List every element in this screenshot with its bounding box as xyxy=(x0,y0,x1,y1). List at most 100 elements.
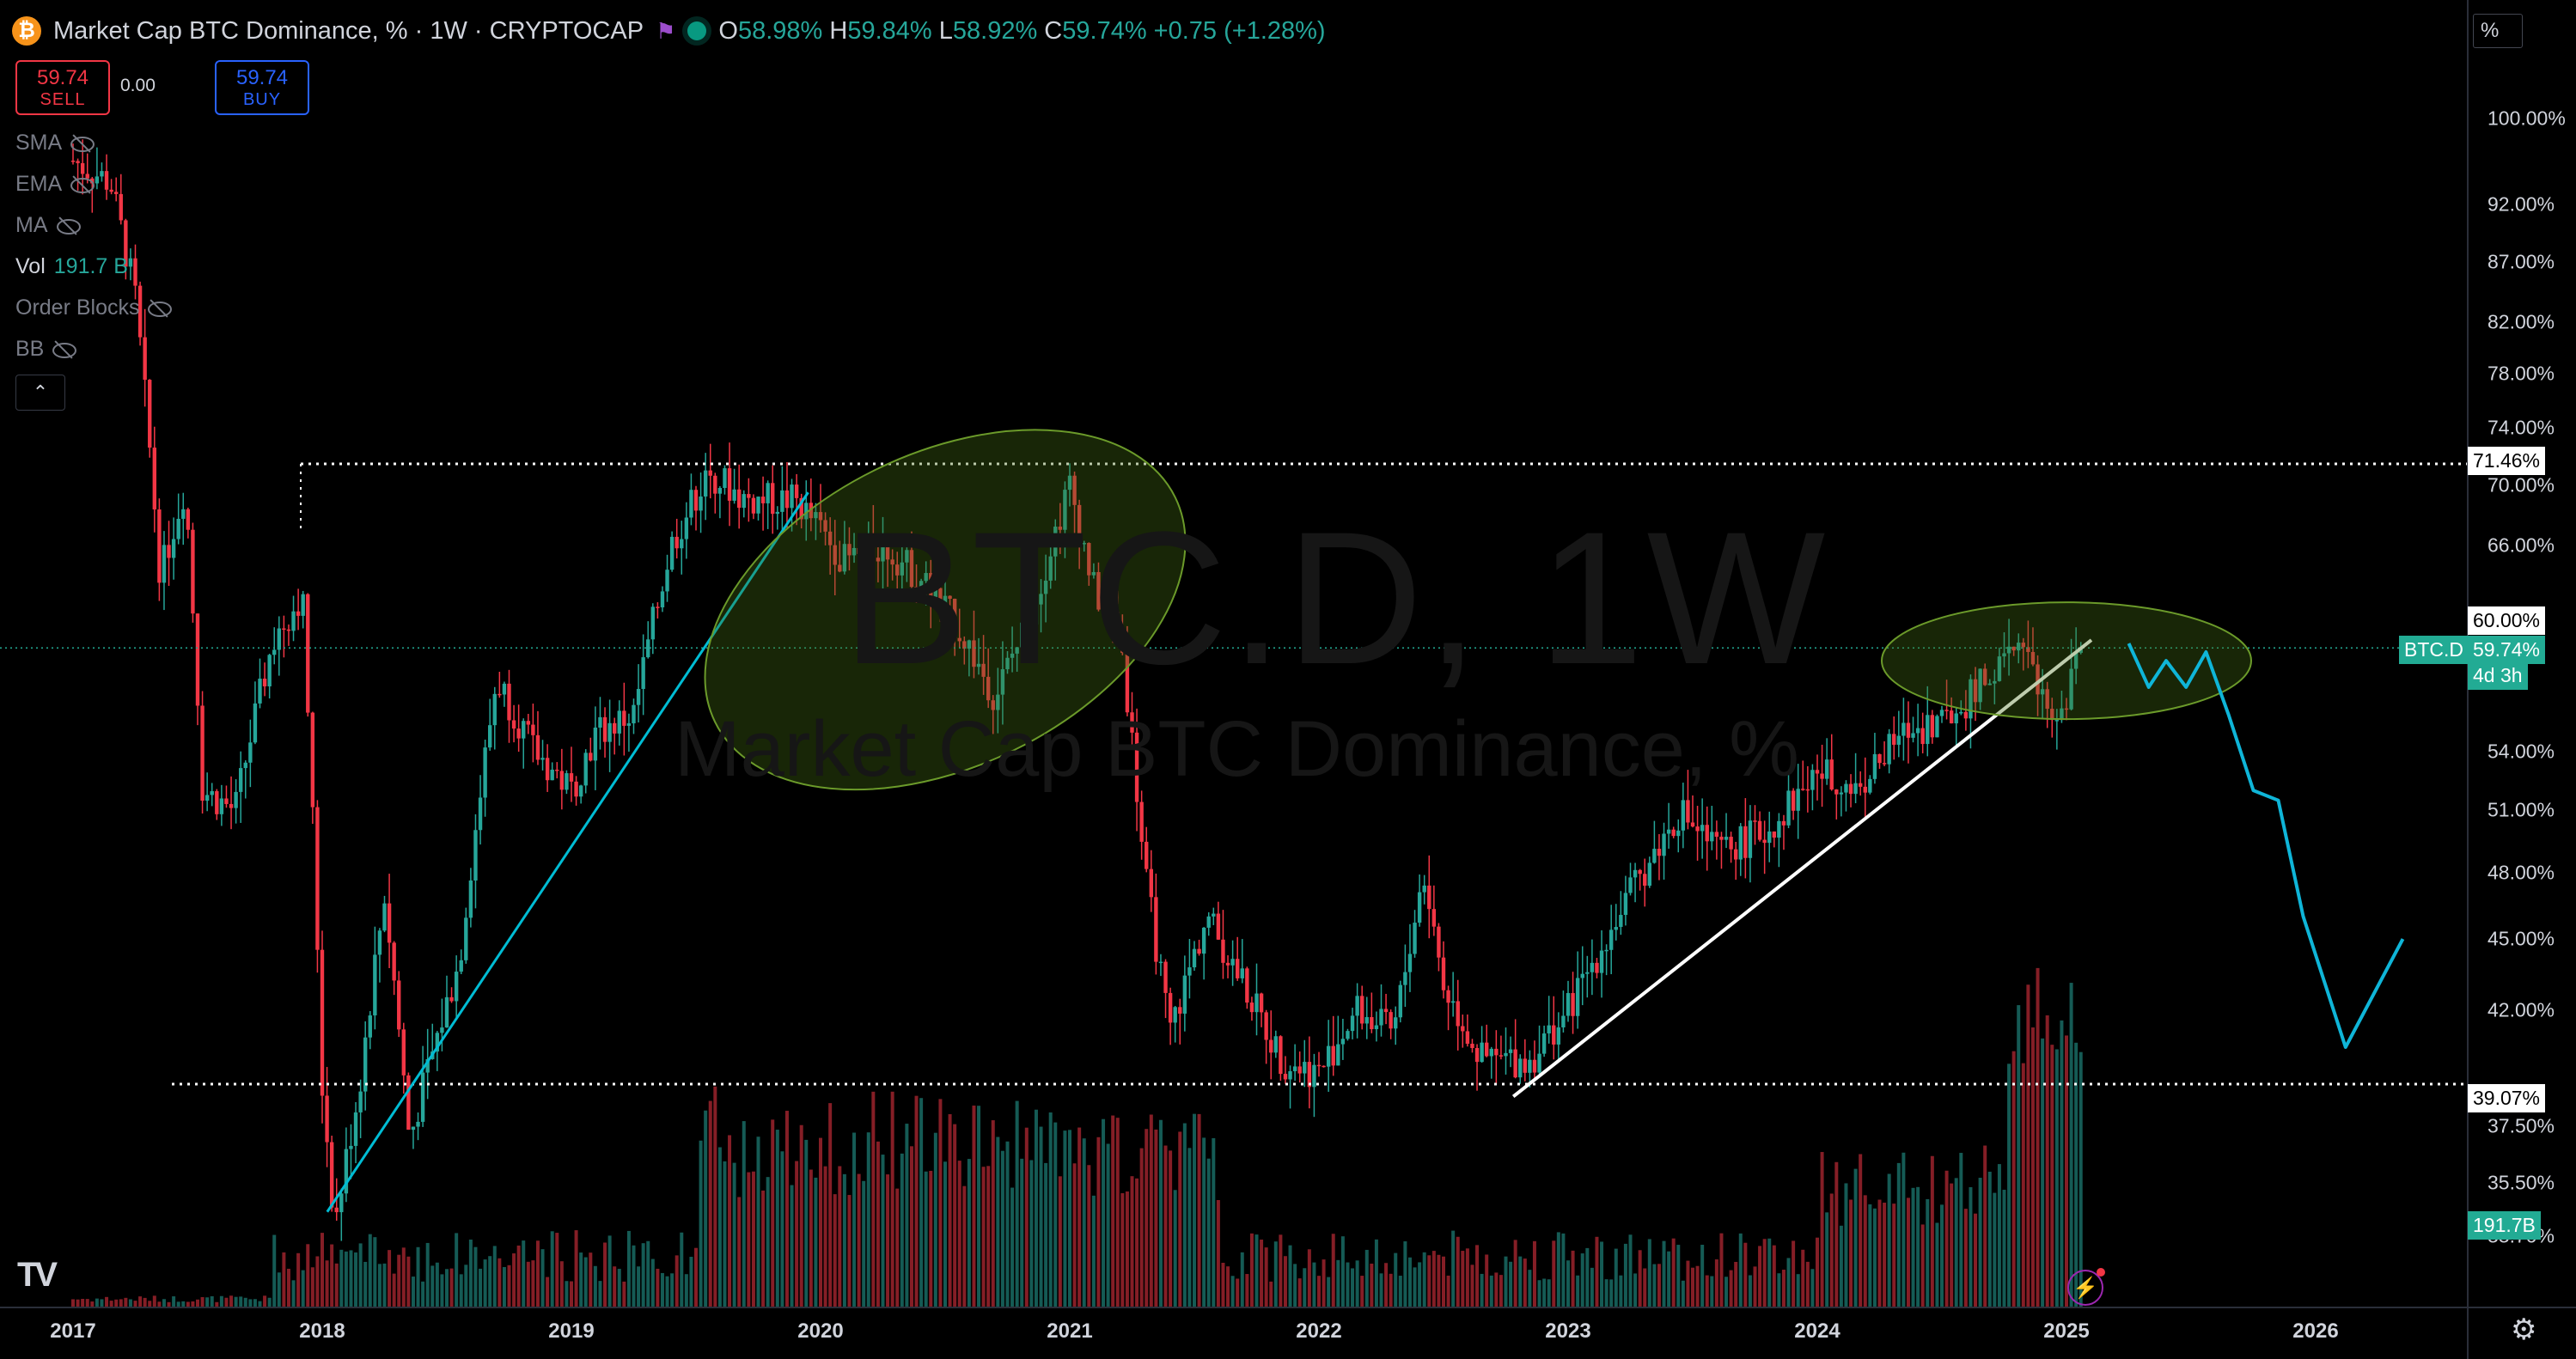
y-tick-label: 100.00% xyxy=(2487,107,2566,130)
x-tick-label: 2025 xyxy=(2043,1319,2090,1343)
candle-body xyxy=(95,176,100,184)
buy-button[interactable]: 59.74 BUY xyxy=(215,60,309,115)
volume-bar xyxy=(1249,1233,1254,1307)
volume-bar xyxy=(1442,1256,1445,1307)
volume-bar xyxy=(1197,1113,1201,1307)
y-tick-label: 35.50% xyxy=(2487,1171,2555,1194)
indicator-sma[interactable]: SMA xyxy=(15,131,95,155)
volume-bar xyxy=(1206,1158,1211,1307)
volume-bar xyxy=(771,1119,775,1307)
volume-bar xyxy=(459,1274,463,1307)
volume-bar xyxy=(1556,1232,1560,1307)
candle-body xyxy=(1413,923,1417,954)
candle-body xyxy=(1743,826,1748,858)
candle-body xyxy=(1532,1059,1537,1073)
eye-off-icon[interactable] xyxy=(52,341,77,358)
candle-body xyxy=(1024,622,1029,637)
lightning-icon[interactable]: ⚡ xyxy=(2067,1268,2105,1306)
volume-bar xyxy=(473,1246,478,1307)
candle-body xyxy=(229,803,234,808)
candle-body xyxy=(1724,837,1729,840)
candle-body xyxy=(1805,789,1810,791)
candle-body xyxy=(905,550,909,563)
candle-body xyxy=(632,704,636,723)
collapse-indicators-button[interactable]: ⌃ xyxy=(15,375,65,411)
volume-bar xyxy=(406,1256,411,1307)
candle-body xyxy=(1915,728,1920,734)
flag-icon[interactable]: ⚑ xyxy=(656,17,676,44)
volume-bar xyxy=(1053,1122,1058,1307)
chart-title[interactable]: Market Cap BTC Dominance, % · 1W · CRYPT… xyxy=(53,16,644,45)
volume-bar xyxy=(790,1185,794,1307)
eye-off-icon[interactable] xyxy=(56,217,81,235)
sell-button[interactable]: 59.74 SELL xyxy=(15,60,110,115)
candle-body xyxy=(1608,929,1614,950)
candle-body xyxy=(1590,962,1595,972)
indicator-vol[interactable]: Vol 191.7 B xyxy=(15,254,128,278)
candle-body xyxy=(660,591,665,608)
indicator-bb[interactable]: BB xyxy=(15,337,77,362)
volume-bar xyxy=(905,1124,909,1307)
candle-body xyxy=(1753,820,1757,822)
volume-bar xyxy=(440,1274,444,1307)
volume-bar xyxy=(1523,1258,1527,1307)
volume-bar xyxy=(1930,1155,1934,1307)
tradingview-logo[interactable]: TV xyxy=(17,1256,58,1294)
candle-body xyxy=(487,725,492,748)
candle-body xyxy=(598,716,602,728)
volume-bar xyxy=(1240,1252,1244,1307)
candle-body xyxy=(1067,475,1072,491)
candle-body xyxy=(334,1207,339,1213)
eye-off-icon[interactable] xyxy=(70,135,95,152)
gear-icon[interactable]: ⚙ xyxy=(2511,1313,2537,1346)
eye-off-icon[interactable] xyxy=(148,300,173,317)
volume-bar xyxy=(1370,1263,1374,1307)
volume-bar xyxy=(1221,1262,1225,1307)
volume-bar xyxy=(689,1257,693,1307)
volume-bar xyxy=(119,1299,123,1307)
candle-body xyxy=(703,470,708,497)
volume-bar xyxy=(1671,1238,1676,1307)
eye-off-icon[interactable] xyxy=(70,176,95,193)
volume-bar xyxy=(546,1277,550,1307)
candle-body xyxy=(1863,786,1867,793)
candle-body xyxy=(1173,1007,1177,1023)
volume-bar xyxy=(286,1268,290,1307)
candle-body xyxy=(1370,1017,1374,1030)
indicator-ma[interactable]: MA xyxy=(15,213,81,238)
indicator-order-blocks[interactable]: Order Blocks xyxy=(15,296,173,320)
volume-bar xyxy=(1518,1256,1523,1307)
candle-body xyxy=(689,490,693,518)
candle-body xyxy=(1346,1031,1350,1039)
y-tick-label: 37.50% xyxy=(2487,1114,2555,1137)
candle-body xyxy=(516,728,521,739)
candle-body xyxy=(1149,868,1154,898)
candle-body xyxy=(1987,683,1992,686)
y-tick-label: 87.00% xyxy=(2487,250,2555,273)
price-scale-mode-button[interactable]: % xyxy=(2473,14,2523,48)
candle-body xyxy=(1450,1001,1456,1003)
volume-bar xyxy=(1005,1141,1010,1307)
volume-bar xyxy=(784,1111,789,1307)
volume-bar xyxy=(775,1130,779,1307)
volume-bar xyxy=(1020,1158,1024,1307)
volume-bar xyxy=(1576,1275,1580,1307)
volume-bar xyxy=(1950,1183,1954,1307)
candle-body xyxy=(478,797,483,831)
volume-bar xyxy=(1494,1272,1499,1307)
volume-bar xyxy=(488,1256,492,1307)
volume-bar xyxy=(1312,1262,1316,1307)
candle-body xyxy=(2006,646,2011,654)
candle-body xyxy=(1058,527,1063,530)
candle-body xyxy=(742,494,746,509)
candle-body xyxy=(1465,1031,1470,1045)
candle-body xyxy=(1197,948,1201,954)
candle-body xyxy=(1566,993,1571,1016)
candle-body xyxy=(565,773,569,790)
volume-bar xyxy=(263,1295,267,1307)
volume-bar xyxy=(1384,1263,1389,1307)
indicator-ema[interactable]: EMA xyxy=(15,172,95,197)
volume-bar xyxy=(464,1265,468,1307)
volume-bar xyxy=(1993,1192,1997,1307)
